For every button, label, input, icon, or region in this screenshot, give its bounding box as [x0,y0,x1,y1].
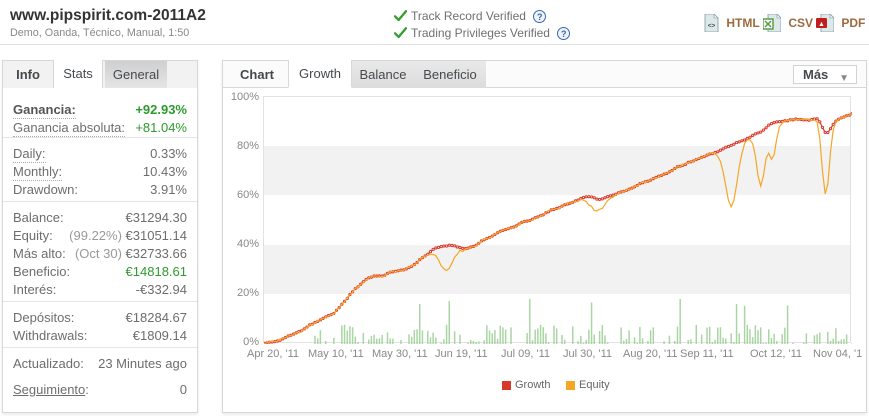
svg-text:<>: <> [708,23,716,30]
svg-text:▲: ▲ [818,21,825,28]
